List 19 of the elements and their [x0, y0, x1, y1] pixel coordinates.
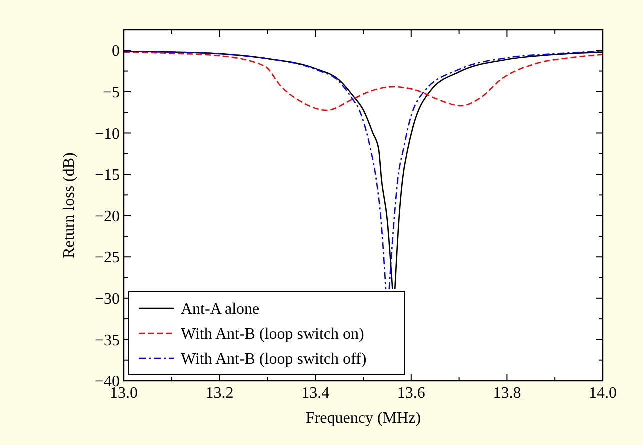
y-tick-label: −30	[94, 291, 120, 308]
y-tick-label: −25	[94, 250, 120, 267]
legend-label: With Ant-B (loop switch off)	[181, 351, 367, 368]
y-tick-label: −20	[94, 208, 120, 226]
line-series	[124, 52, 603, 112]
x-tick-label: 13.8	[493, 385, 522, 402]
y-tick-label: −10	[94, 126, 120, 143]
x-tick-label: 13.6	[397, 385, 426, 402]
y-tick-label: 0	[112, 43, 120, 60]
x-tick-label: 13.4	[302, 385, 330, 402]
x-tick-label: 14.0	[589, 385, 617, 402]
legend-label: Ant-A alone	[181, 301, 260, 318]
y-tick-label: −35	[94, 332, 120, 350]
y-tick-label: −15	[94, 167, 120, 184]
x-axis-title: Frequency (MHz)	[306, 410, 422, 427]
legend-label: With Ant-B (loop switch on)	[181, 326, 364, 344]
x-tick-label: 13.2	[206, 385, 234, 402]
y-tick-label: −5	[102, 84, 120, 102]
y-axis-title: Return loss (dB)	[61, 152, 78, 258]
